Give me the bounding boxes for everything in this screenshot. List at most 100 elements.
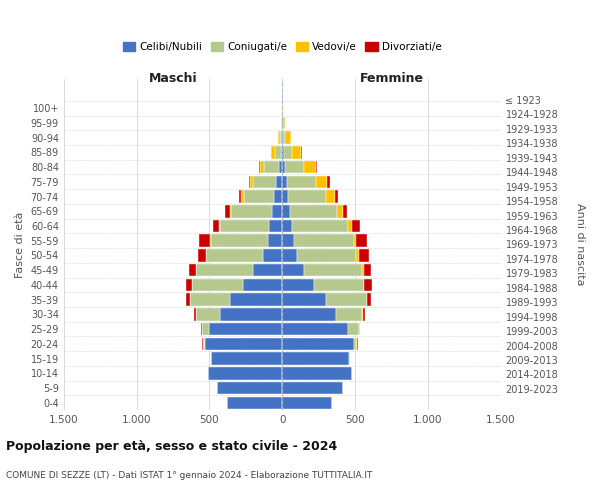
Bar: [335, 190, 338, 203]
Bar: [203, 338, 205, 350]
Bar: [230, 205, 231, 218]
Bar: [284, 146, 292, 158]
Bar: [263, 249, 282, 262]
Bar: [282, 205, 290, 218]
Text: COMUNE DI SEZZE (LT) - Dati ISTAT 1° gennaio 2024 - Elaborazione TUTTITALIA.IT: COMUNE DI SEZZE (LT) - Dati ISTAT 1° gen…: [6, 470, 373, 480]
Bar: [282, 190, 288, 203]
Bar: [190, 294, 230, 306]
Bar: [362, 264, 364, 276]
Bar: [192, 278, 243, 291]
Bar: [287, 176, 316, 188]
Bar: [292, 146, 301, 158]
Bar: [297, 249, 356, 262]
Bar: [357, 338, 358, 350]
Bar: [253, 176, 277, 188]
Bar: [282, 278, 314, 291]
Bar: [283, 116, 285, 129]
Bar: [326, 294, 367, 306]
Bar: [277, 176, 282, 188]
Bar: [219, 220, 220, 232]
Bar: [356, 249, 359, 262]
Bar: [282, 146, 284, 158]
Bar: [326, 190, 335, 203]
Bar: [282, 249, 297, 262]
Bar: [336, 308, 362, 320]
Bar: [294, 234, 353, 247]
Bar: [259, 161, 260, 173]
Bar: [211, 234, 268, 247]
Bar: [282, 294, 326, 306]
Y-axis label: Fasce di età: Fasce di età: [15, 211, 25, 278]
Bar: [206, 249, 263, 262]
Bar: [243, 278, 282, 291]
Bar: [282, 338, 353, 350]
Bar: [359, 323, 361, 336]
Bar: [271, 146, 275, 158]
Bar: [241, 190, 244, 203]
Bar: [220, 308, 282, 320]
Bar: [226, 205, 230, 218]
Bar: [282, 323, 348, 336]
Bar: [352, 220, 360, 232]
Bar: [353, 338, 356, 350]
Bar: [268, 234, 282, 247]
Bar: [348, 220, 352, 232]
Bar: [281, 146, 282, 158]
Bar: [196, 308, 220, 320]
Bar: [337, 205, 343, 218]
Bar: [282, 234, 294, 247]
Bar: [209, 323, 282, 336]
Text: Femmine: Femmine: [359, 72, 424, 85]
Bar: [367, 294, 371, 306]
Bar: [282, 352, 349, 365]
Bar: [280, 132, 281, 144]
Text: Maschi: Maschi: [149, 72, 197, 85]
Bar: [282, 396, 332, 409]
Bar: [274, 190, 282, 203]
Bar: [349, 352, 350, 365]
Bar: [288, 190, 326, 203]
Bar: [348, 323, 359, 336]
Bar: [250, 176, 253, 188]
Bar: [283, 132, 285, 144]
Bar: [343, 205, 347, 218]
Bar: [231, 205, 272, 218]
Bar: [281, 132, 282, 144]
Bar: [190, 264, 196, 276]
Bar: [186, 294, 190, 306]
Bar: [282, 308, 336, 320]
Bar: [249, 176, 250, 188]
Bar: [282, 264, 304, 276]
Bar: [202, 323, 209, 336]
Bar: [194, 308, 196, 320]
Bar: [253, 264, 282, 276]
Bar: [356, 234, 367, 247]
Bar: [285, 161, 304, 173]
Bar: [272, 205, 282, 218]
Bar: [282, 161, 285, 173]
Bar: [275, 146, 281, 158]
Bar: [210, 234, 211, 247]
Bar: [199, 234, 210, 247]
Bar: [239, 190, 241, 203]
Bar: [304, 264, 362, 276]
Bar: [292, 220, 348, 232]
Bar: [260, 161, 264, 173]
Bar: [353, 234, 356, 247]
Bar: [278, 161, 282, 173]
Bar: [217, 382, 282, 394]
Bar: [282, 367, 352, 380]
Bar: [282, 382, 343, 394]
Bar: [314, 278, 364, 291]
Bar: [227, 396, 282, 409]
Bar: [290, 205, 337, 218]
Bar: [278, 132, 280, 144]
Bar: [362, 308, 365, 320]
Bar: [220, 220, 269, 232]
Bar: [316, 176, 328, 188]
Bar: [282, 132, 283, 144]
Bar: [186, 278, 191, 291]
Bar: [359, 249, 369, 262]
Bar: [211, 352, 282, 365]
Y-axis label: Anni di nascita: Anni di nascita: [575, 203, 585, 285]
